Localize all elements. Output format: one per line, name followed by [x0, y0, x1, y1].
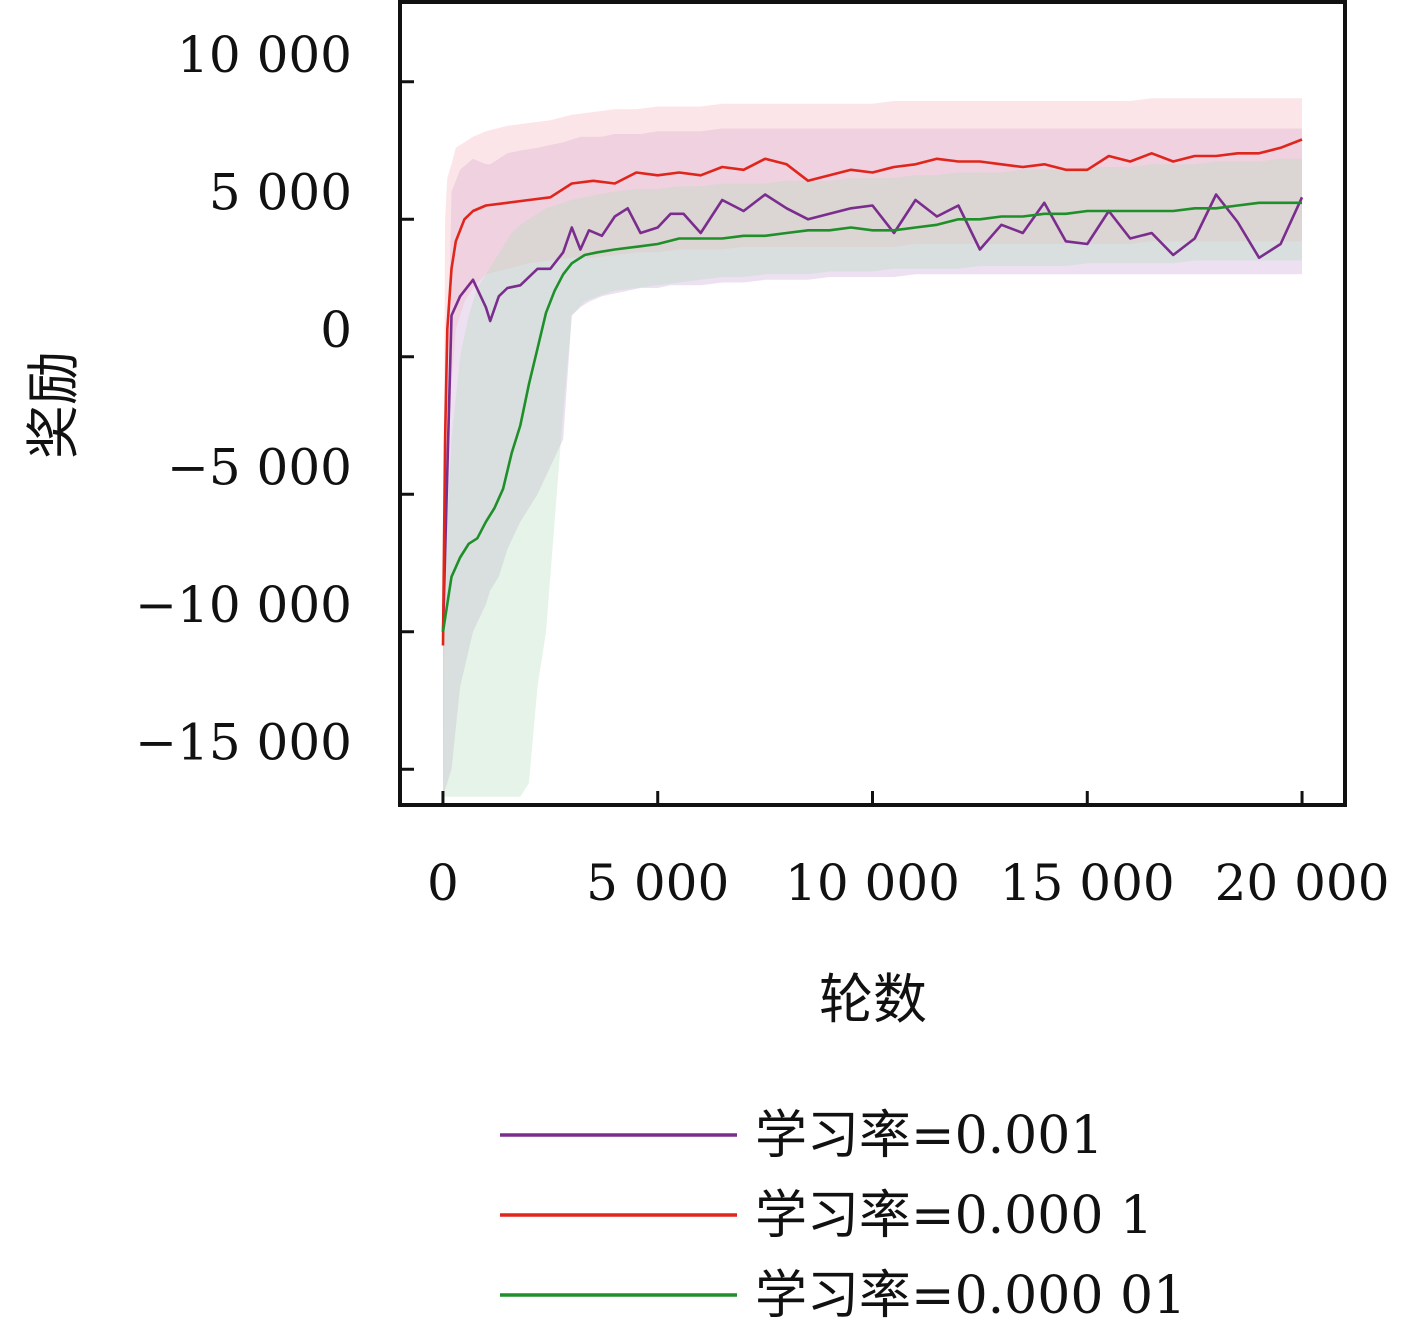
confidence-bands: [443, 98, 1302, 797]
legend-label: 学习率=0.000 1: [755, 1186, 1153, 1246]
y-tick-label: −15 000: [135, 713, 352, 771]
series-lines: [441, 138, 1304, 646]
y-tick-label: −5 000: [167, 438, 352, 496]
y-tick-label: −10 000: [135, 576, 352, 634]
legend-label: 学习率=0.000 01: [755, 1266, 1186, 1326]
series-1-line: [441, 193, 1304, 632]
y-tick-label: 0: [320, 301, 352, 359]
legend-label: 学习率=0.001: [755, 1106, 1103, 1166]
series-2-band: [443, 98, 1302, 797]
x-tick-label: 10 000: [785, 854, 960, 912]
x-tick-label: 5 000: [586, 854, 729, 912]
x-tick-label: 15 000: [1000, 854, 1175, 912]
y-axis: 10 000 5 000 0 −5 000 −10 000 −15 000: [135, 26, 414, 771]
series-3-band: [443, 158, 1302, 797]
x-axis-title: 轮数: [819, 968, 927, 1031]
y-axis-title: 奖励: [22, 351, 85, 459]
x-axis: 0 5 000 10 000 15 000 20 000: [427, 791, 1390, 912]
series-2-line: [441, 138, 1303, 646]
legend: 学习率=0.001 学习率=0.000 1 学习率=0.000 01: [500, 1106, 1186, 1326]
series-3-line: [441, 201, 1302, 632]
x-tick-label: 20 000: [1215, 854, 1390, 912]
x-tick-label: 0: [427, 854, 459, 912]
y-tick-label: 5 000: [209, 163, 352, 221]
y-tick-label: 10 000: [177, 26, 352, 84]
